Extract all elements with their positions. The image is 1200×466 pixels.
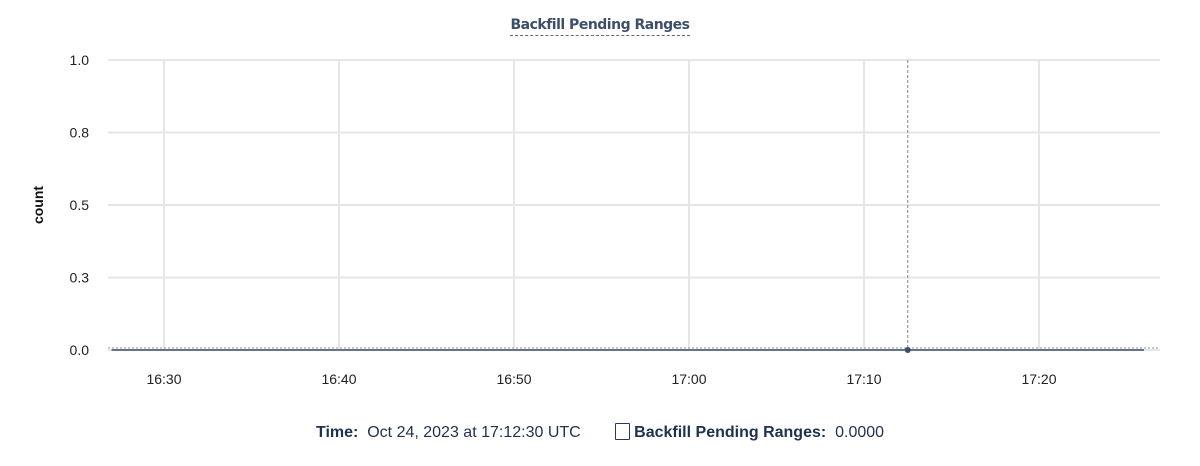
series-checkbox[interactable] — [615, 423, 631, 440]
x-tick-label: 17:00 — [671, 371, 706, 387]
legend: Time: Oct 24, 2023 at 17:12:30 UTC Backf… — [0, 423, 1200, 442]
series-label: Backfill Pending Ranges: — [634, 424, 827, 441]
y-axis-label: count — [30, 186, 46, 224]
cursor-point — [904, 347, 911, 353]
y-tick-label: 0.8 — [70, 125, 90, 141]
x-tick-label: 17:10 — [846, 371, 881, 387]
y-tick-label: 0.3 — [70, 270, 90, 286]
time-label: Time: — [315, 424, 359, 441]
y-tick-label: 0.5 — [70, 197, 90, 213]
chart-title[interactable]: Backfill Pending Ranges — [0, 16, 1200, 36]
y-tick-label: 0.0 — [70, 342, 90, 358]
x-tick-label: 16:40 — [321, 371, 356, 387]
x-tick-label: 16:50 — [496, 371, 531, 387]
series-value: 0.0000 — [835, 424, 885, 441]
x-tick-label: 17:20 — [1021, 371, 1056, 387]
time-value: Oct 24, 2023 at 17:12:30 UTC — [367, 424, 581, 441]
x-tick-label: 16:30 — [146, 371, 181, 387]
y-tick-label: 1.0 — [70, 52, 90, 68]
chart-title-text[interactable]: Backfill Pending Ranges — [510, 17, 690, 36]
